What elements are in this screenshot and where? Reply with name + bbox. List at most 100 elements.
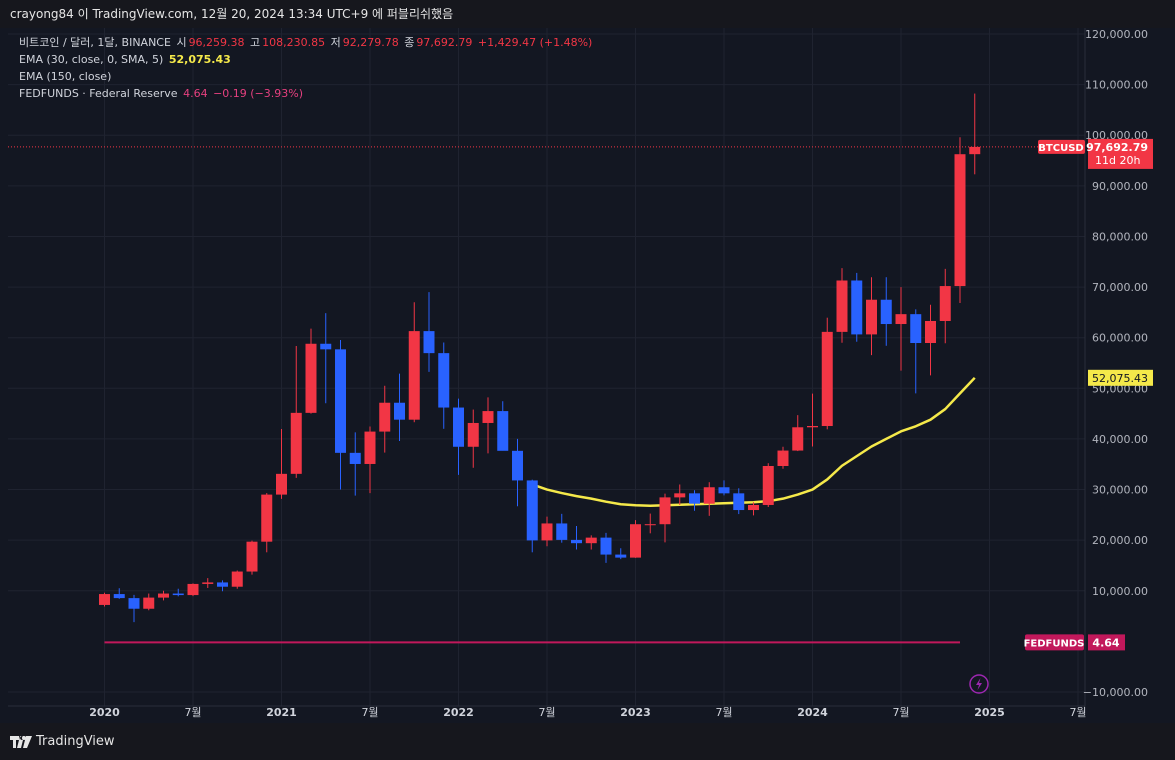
candle-body — [172, 593, 184, 596]
price-tick-label: 30,000.00 — [1092, 484, 1148, 497]
candle-body — [453, 407, 464, 447]
legend-symbol[interactable]: 비트코인 / 달러, 1달, BINANCE — [19, 36, 171, 49]
candle-body — [689, 493, 700, 504]
candle-body — [482, 411, 494, 423]
time-tick-label: 2022 — [443, 706, 474, 719]
candle-body — [335, 349, 346, 453]
candle-body — [762, 466, 774, 505]
price-tick-label: 20,000.00 — [1092, 534, 1148, 547]
candle-countdown: 11d 20h — [1095, 154, 1140, 167]
candle-body — [585, 537, 597, 544]
legend-high-label: 고 — [250, 36, 261, 49]
candle-body — [113, 594, 125, 599]
legend-ema30-value: 52,075.43 — [168, 53, 231, 66]
fedfunds-tag-bg — [1025, 634, 1084, 651]
legend-ema30-row: EMA (30, close, 0, SMA, 5) 52,075.43 — [19, 51, 594, 68]
candle-body — [644, 524, 656, 526]
fedfunds-value: 4.64 — [1092, 636, 1119, 649]
candle-body — [379, 402, 391, 432]
tradingview-logo[interactable]: TradingView — [10, 734, 115, 749]
candle-body — [703, 487, 715, 504]
btcusd-tag: BTCUSD — [1038, 143, 1083, 154]
lightning-icon — [969, 674, 989, 694]
fedfunds-value-box — [1088, 634, 1125, 651]
price-tick-label: 110,000.00 — [1085, 79, 1148, 92]
legend-fed-value: 4.64 — [183, 87, 208, 100]
candle-body — [807, 426, 818, 428]
last-price-value: 97,692.79 — [1086, 141, 1148, 154]
candle-body — [526, 480, 538, 541]
price-tick-label: 120,000.00 — [1085, 28, 1148, 41]
candle-body — [777, 450, 789, 467]
candle-body — [659, 497, 671, 525]
candle-body — [394, 402, 405, 420]
candle-body — [349, 452, 361, 464]
last-price-box — [1088, 138, 1153, 169]
footer — [0, 723, 1175, 760]
legend-low: 92,279.78 — [342, 36, 399, 49]
candle-body — [512, 450, 523, 481]
legend-fed[interactable]: FEDFUNDS · Federal Reserve — [19, 87, 178, 100]
legend-ema30[interactable]: EMA (30, close, 0, SMA, 5) — [19, 53, 164, 66]
price-tick-label: 60,000.00 — [1092, 332, 1148, 345]
legend-close: 97,692.79 — [416, 36, 473, 49]
price-tick-label: 80,000.00 — [1092, 230, 1148, 243]
candle-body — [305, 343, 317, 413]
candle-body — [969, 146, 981, 155]
legend-high: 108,230.85 — [262, 36, 326, 49]
candle-body — [556, 523, 568, 540]
candle-body — [836, 280, 848, 332]
time-tick-label: 2021 — [266, 706, 297, 719]
ema-price-value: 52,075.43 — [1092, 372, 1148, 385]
lightning-icon-glyph — [976, 678, 982, 690]
time-tick-label: 2024 — [797, 706, 828, 719]
price-tick-label: 10,000.00 — [1092, 585, 1148, 598]
candle-body — [541, 523, 553, 541]
candle-body — [408, 331, 420, 420]
time-tick-label: 7월 — [361, 706, 378, 719]
candle-body — [276, 473, 287, 495]
legend-open: 96,259.38 — [188, 36, 245, 49]
price-tick-label: 70,000.00 — [1092, 281, 1148, 294]
time-tick-label: 2020 — [89, 706, 120, 719]
time-tick-label: 7월 — [538, 706, 555, 719]
candle-body — [674, 493, 686, 498]
candle-body — [880, 299, 892, 325]
candle-body — [630, 524, 641, 558]
candle-body — [158, 593, 169, 598]
publish-info-text: crayong84 이 TradingView.com, 12월 20, 202… — [10, 7, 454, 21]
legend-low-label: 저 — [330, 36, 341, 49]
price-tick-label: −10,000.00 — [1083, 686, 1148, 699]
time-tick-label: 7월 — [184, 706, 201, 719]
candle-body — [571, 539, 582, 544]
price-tick-label: 40,000.00 — [1092, 433, 1148, 446]
legend-ema150[interactable]: EMA (150, close) — [19, 70, 112, 83]
legend-symbol-row: 비트코인 / 달러, 1달, BINANCE 시 96,259.38 고 108,2… — [19, 34, 594, 51]
candle-body — [128, 598, 140, 609]
candle-body — [821, 331, 833, 427]
legend-close-label: 종 — [404, 36, 415, 49]
candle-body — [187, 583, 199, 596]
candle-body — [246, 541, 258, 572]
candle-body — [792, 427, 804, 451]
tradingview-brand: TradingView — [36, 734, 115, 749]
candle-body — [497, 411, 509, 451]
time-tick-label: 7월 — [715, 706, 732, 719]
candle-body — [423, 331, 435, 354]
candle-body — [467, 422, 479, 447]
candles — [99, 93, 981, 623]
candle-body — [733, 493, 745, 511]
price-axis: −10,000.00 10,000.00 20,000.00 30,000.00 40,… — [1083, 28, 1168, 706]
candle-body — [320, 343, 332, 350]
candle-body — [866, 299, 877, 335]
candle-body — [954, 154, 966, 287]
candle-body — [143, 597, 155, 609]
price-tick-label: 90,000.00 — [1092, 180, 1148, 193]
candle-body — [748, 504, 759, 511]
time-tick-label: 2023 — [620, 706, 651, 719]
tradingview-logo-icon — [10, 735, 32, 748]
legend-fed-change: −0.19 (−3.93%) — [213, 87, 304, 100]
